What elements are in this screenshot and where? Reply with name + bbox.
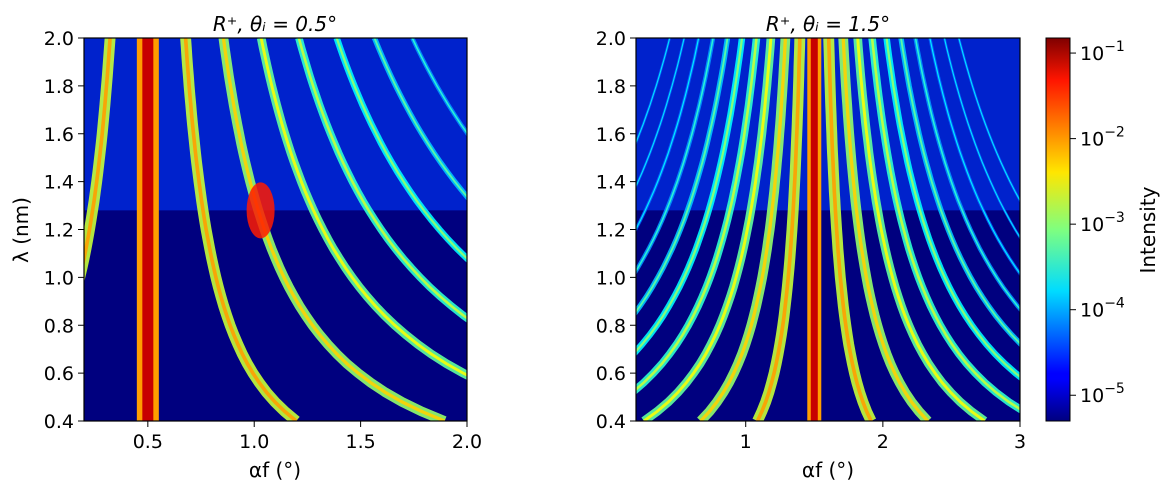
bragg-sheet-core-right — [826, 38, 873, 421]
colorbar-tick-label: 10−3 — [1080, 210, 1125, 236]
bragg-sheet-core-left — [259, 38, 467, 377]
colorbar-tick-label: 10−4 — [1080, 296, 1125, 322]
bragg-sheet-core-right — [636, 38, 744, 353]
x-tick-label-left: 0.5 — [133, 431, 163, 453]
bragg-sheet-core-right — [636, 38, 758, 392]
bragg-sheet-core-right — [885, 38, 1020, 379]
y-tick-label-left: 2.0 — [44, 28, 74, 50]
y-tick-label-right: 1.8 — [596, 76, 626, 98]
bragg-sheet-core-right — [943, 38, 1020, 239]
bragg-sheet-core-right — [929, 38, 1020, 275]
bragg-sheet-core-right — [636, 38, 671, 144]
bragg-sheet-core-right — [636, 38, 729, 314]
bragg-sheet-core-left — [411, 38, 467, 135]
y-tick-label-right: 2.0 — [596, 28, 626, 50]
hotspot-left — [246, 182, 275, 239]
y-tick-label-right: 1.6 — [596, 124, 626, 146]
y-tick-label-right: 1.4 — [596, 172, 626, 194]
panel-right: R⁺, θᵢ = 1.5° 1 2 3 0.4 0.6 0.8 1.0 1.2 1.4 1.6 1… — [596, 12, 1026, 482]
y-tick-label-right: 1.2 — [596, 220, 626, 242]
x-tick-label-right: 3 — [1014, 431, 1026, 453]
x-tick-label-right: 2 — [877, 431, 889, 453]
colorbar-ticks: 10−5 10−4 10−3 10−2 10−1 — [1070, 39, 1125, 407]
y-tick-label-right: 1.0 — [596, 267, 626, 289]
y-tick-label-left: 1.0 — [44, 267, 74, 289]
bragg-sheet-core-right — [755, 38, 802, 421]
panel-left-title: R⁺, θᵢ = 0.5° — [213, 12, 337, 36]
y-tick-label-right: 0.6 — [596, 363, 626, 385]
colorbar-tick-label: 10−5 — [1080, 381, 1125, 407]
bragg-sheet-core-right — [900, 38, 1020, 345]
colorbar-gradient — [1045, 37, 1071, 422]
bragg-sheet-core-right — [699, 38, 788, 421]
y-axis-right: 0.4 0.6 0.8 1.0 1.2 1.4 1.6 1.8 2.0 — [596, 28, 636, 433]
y-tick-label-right: 0.4 — [596, 411, 626, 433]
heatmap-left — [84, 38, 467, 421]
bragg-sheet-core-right — [958, 38, 1020, 202]
y-tick-label-left: 1.6 — [44, 124, 74, 146]
colorbar-tick-label: 10−1 — [1080, 39, 1125, 65]
panel-left-ylabel: λ (nm) — [9, 197, 33, 263]
bragg-sheet-core-right — [870, 38, 1020, 411]
x-tick-label-left: 2.0 — [452, 431, 482, 453]
y-tick-label-left: 0.6 — [44, 363, 74, 385]
y-tick-label-right: 0.8 — [596, 315, 626, 337]
x-axis-right: 1 2 3 — [740, 421, 1026, 453]
x-tick-label-right: 1 — [740, 431, 752, 453]
y-tick-label-left: 1.4 — [44, 172, 74, 194]
colorbar-tick-label: 10−2 — [1080, 125, 1125, 151]
colorbar: 10−5 10−4 10−3 10−2 10−1 Intensity — [1045, 37, 1160, 422]
bragg-sheet-core-right — [914, 38, 1020, 311]
bragg-sheet-core-right — [636, 38, 714, 273]
y-axis-left: 0.4 0.6 0.8 1.0 1.2 1.4 1.6 1.8 2.0 — [44, 28, 84, 433]
bragg-sheet-core-left — [84, 38, 112, 268]
bragg-sheet-core-left — [373, 38, 467, 199]
bragg-sheet-core-left — [297, 38, 467, 320]
x-tick-label-left: 1.0 — [239, 431, 269, 453]
panel-right-xlabel: αf (°) — [802, 458, 854, 482]
bragg-sheet-core-left — [335, 38, 467, 261]
panel-right-title: R⁺, θᵢ = 1.5° — [766, 12, 890, 36]
y-tick-label-left: 1.2 — [44, 220, 74, 242]
y-tick-label-left: 1.8 — [44, 76, 74, 98]
bragg-sheet-core-right — [856, 38, 986, 421]
x-tick-label-left: 1.5 — [346, 431, 376, 453]
y-tick-label-left: 0.8 — [44, 315, 74, 337]
specular-line-left — [142, 38, 154, 421]
bragg-sheet-core-left — [183, 38, 298, 421]
bragg-sheet-core-right — [841, 38, 930, 421]
specular-line-right — [810, 38, 818, 421]
panel-left: R⁺, θᵢ = 0.5° 0.5 1.0 1.5 2.0 0.4 0.6 0.8 1.0 1… — [9, 12, 482, 482]
y-tick-label-left: 0.4 — [44, 411, 74, 433]
x-axis-left: 0.5 1.0 1.5 2.0 — [133, 421, 482, 453]
heatmap-right — [636, 38, 1020, 421]
bragg-sheet-core-right — [636, 38, 700, 231]
bragg-sheet-core-right — [636, 38, 685, 188]
panel-left-xlabel: αf (°) — [249, 458, 301, 482]
colorbar-label: Intensity — [1136, 186, 1160, 273]
bragg-sheet-core-right — [643, 38, 773, 421]
